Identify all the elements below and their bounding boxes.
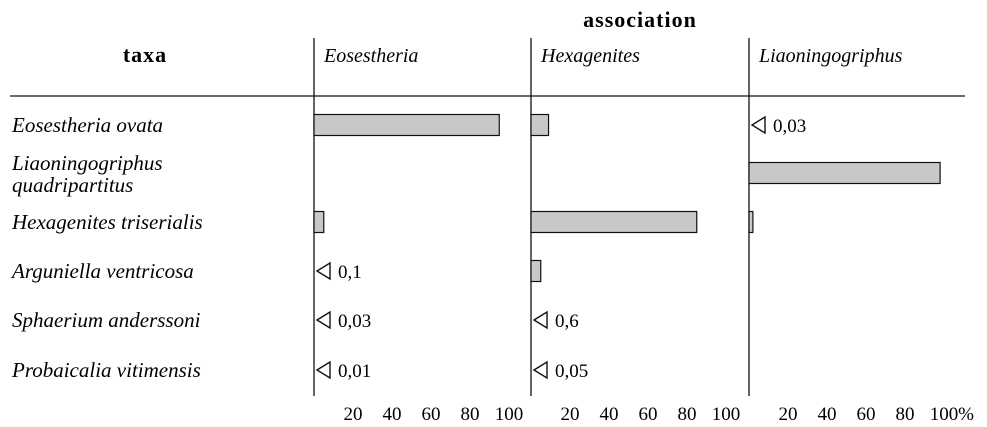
x-tick-label: 100 — [495, 404, 524, 425]
taxon-label-probaicalia-vitimensis: Probaicalia vitimensis — [11, 358, 201, 382]
x-tick-label: 60 — [857, 404, 876, 425]
small-value-marker — [315, 310, 331, 330]
x-tick-label: 20 — [344, 404, 363, 425]
x-tick-label: 40 — [600, 404, 619, 425]
data-label: 0,01 — [338, 361, 371, 382]
x-tick-label: 100 — [930, 404, 959, 425]
small-value-marker — [532, 310, 548, 330]
taxon-label-hexagenites-triserialis: Hexagenites triserialis — [11, 210, 203, 234]
x-tick-label: 80 — [461, 404, 480, 425]
panel-hexagenites: Hexagenites 20 40 60 80 100 0,6 0,05 — [530, 38, 741, 425]
x-tick-label: 60 — [639, 404, 658, 425]
data-label: 0,1 — [338, 262, 362, 283]
panel-eosestheria: Eosestheria 20 40 60 80 100 0,1 0,03 0,01 — [313, 38, 524, 425]
panel-title: Liaoningogriphus — [758, 45, 903, 67]
small-value-marker — [750, 115, 766, 135]
x-tick-label: 20 — [561, 404, 580, 425]
x-tick-label: 20 — [779, 404, 798, 425]
taxon-label-sphaerium-anderssoni: Sphaerium anderssoni — [12, 308, 201, 332]
bar — [530, 259, 542, 283]
unit-label: % — [958, 404, 974, 425]
small-value-marker — [532, 360, 548, 380]
data-label: 0,03 — [773, 116, 806, 137]
bar — [530, 210, 698, 234]
data-label: 0,05 — [555, 361, 588, 382]
panel-liaoningogriphus: Liaoningogriphus 20 40 60 80 100 0,03 — [748, 38, 959, 425]
taxon-label-arguniella-ventricosa: Arguniella ventricosa — [10, 259, 194, 283]
bar — [530, 113, 550, 137]
x-tick-label: 40 — [383, 404, 402, 425]
header-association: association — [583, 7, 697, 32]
taxon-label-eosestheria-ovata: Eosestheria ovata — [11, 113, 163, 137]
small-value-marker — [315, 360, 331, 380]
header-taxa: taxa — [123, 42, 167, 67]
x-tick-label: 80 — [896, 404, 915, 425]
small-value-marker — [315, 261, 331, 281]
taxon-label-liaoningogriphus-quadripartitus: Liaoningogriphus quadripartitus — [11, 151, 163, 197]
bar — [313, 113, 500, 137]
data-label: 0,03 — [338, 311, 371, 332]
panel-title: Hexagenites — [540, 45, 640, 67]
panel-title: Eosestheria — [323, 45, 418, 67]
bar — [748, 161, 941, 185]
x-tick-label: 40 — [818, 404, 837, 425]
data-label: 0,6 — [555, 311, 579, 332]
bar — [748, 210, 754, 234]
x-tick-label: 60 — [422, 404, 441, 425]
bar — [313, 210, 325, 234]
x-tick-label: 80 — [678, 404, 697, 425]
x-tick-label: 100 — [712, 404, 741, 425]
